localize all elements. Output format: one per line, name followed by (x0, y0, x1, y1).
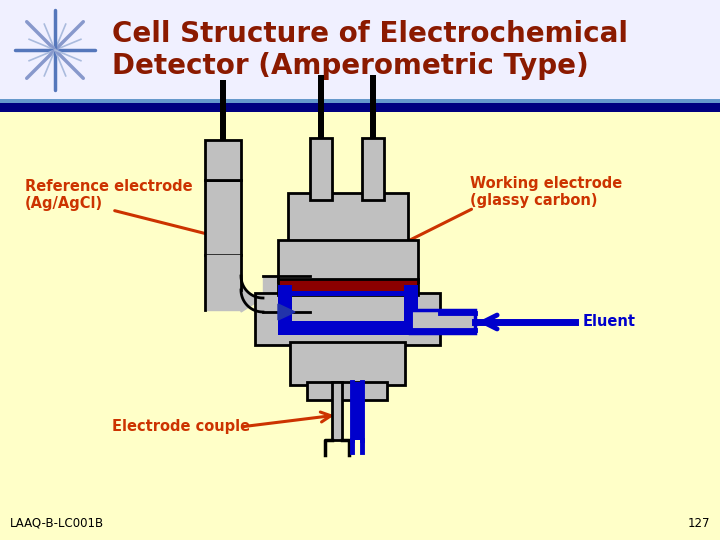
Text: Electrode couple: Electrode couple (112, 420, 250, 435)
Bar (278, 279, 418, 295)
Text: Working electrode
(glassy carbon): Working electrode (glassy carbon) (470, 176, 622, 208)
Bar (370, 75, 376, 140)
Bar (205, 180, 241, 255)
Text: Eluent: Eluent (583, 314, 636, 329)
Bar (362, 138, 384, 200)
Bar (278, 285, 292, 335)
Polygon shape (278, 304, 295, 320)
Bar (0, 99, 720, 103)
Bar (290, 342, 405, 385)
Bar (205, 140, 241, 180)
Text: Detector (Amperometric Type): Detector (Amperometric Type) (112, 52, 589, 80)
Text: 127: 127 (688, 517, 710, 530)
Text: LAAQ-B-LC001B: LAAQ-B-LC001B (10, 517, 104, 530)
Bar (307, 382, 387, 400)
Polygon shape (241, 276, 263, 312)
Bar (318, 75, 324, 140)
Bar (220, 180, 226, 255)
Bar (0, 110, 720, 540)
Bar (404, 285, 418, 335)
Bar (255, 293, 440, 345)
Bar (278, 240, 418, 282)
Bar (332, 382, 342, 440)
Bar (288, 193, 408, 245)
Bar (0, 0, 720, 110)
Bar (410, 310, 475, 333)
Bar (278, 321, 418, 335)
Text: Cell Structure of Electrochemical: Cell Structure of Electrochemical (112, 20, 628, 48)
Bar (220, 80, 226, 140)
Bar (310, 138, 332, 200)
Bar (0, 103, 720, 112)
Bar (278, 291, 418, 296)
Bar (352, 382, 362, 440)
Text: Reference electrode
(Ag/AgCl): Reference electrode (Ag/AgCl) (25, 179, 193, 211)
